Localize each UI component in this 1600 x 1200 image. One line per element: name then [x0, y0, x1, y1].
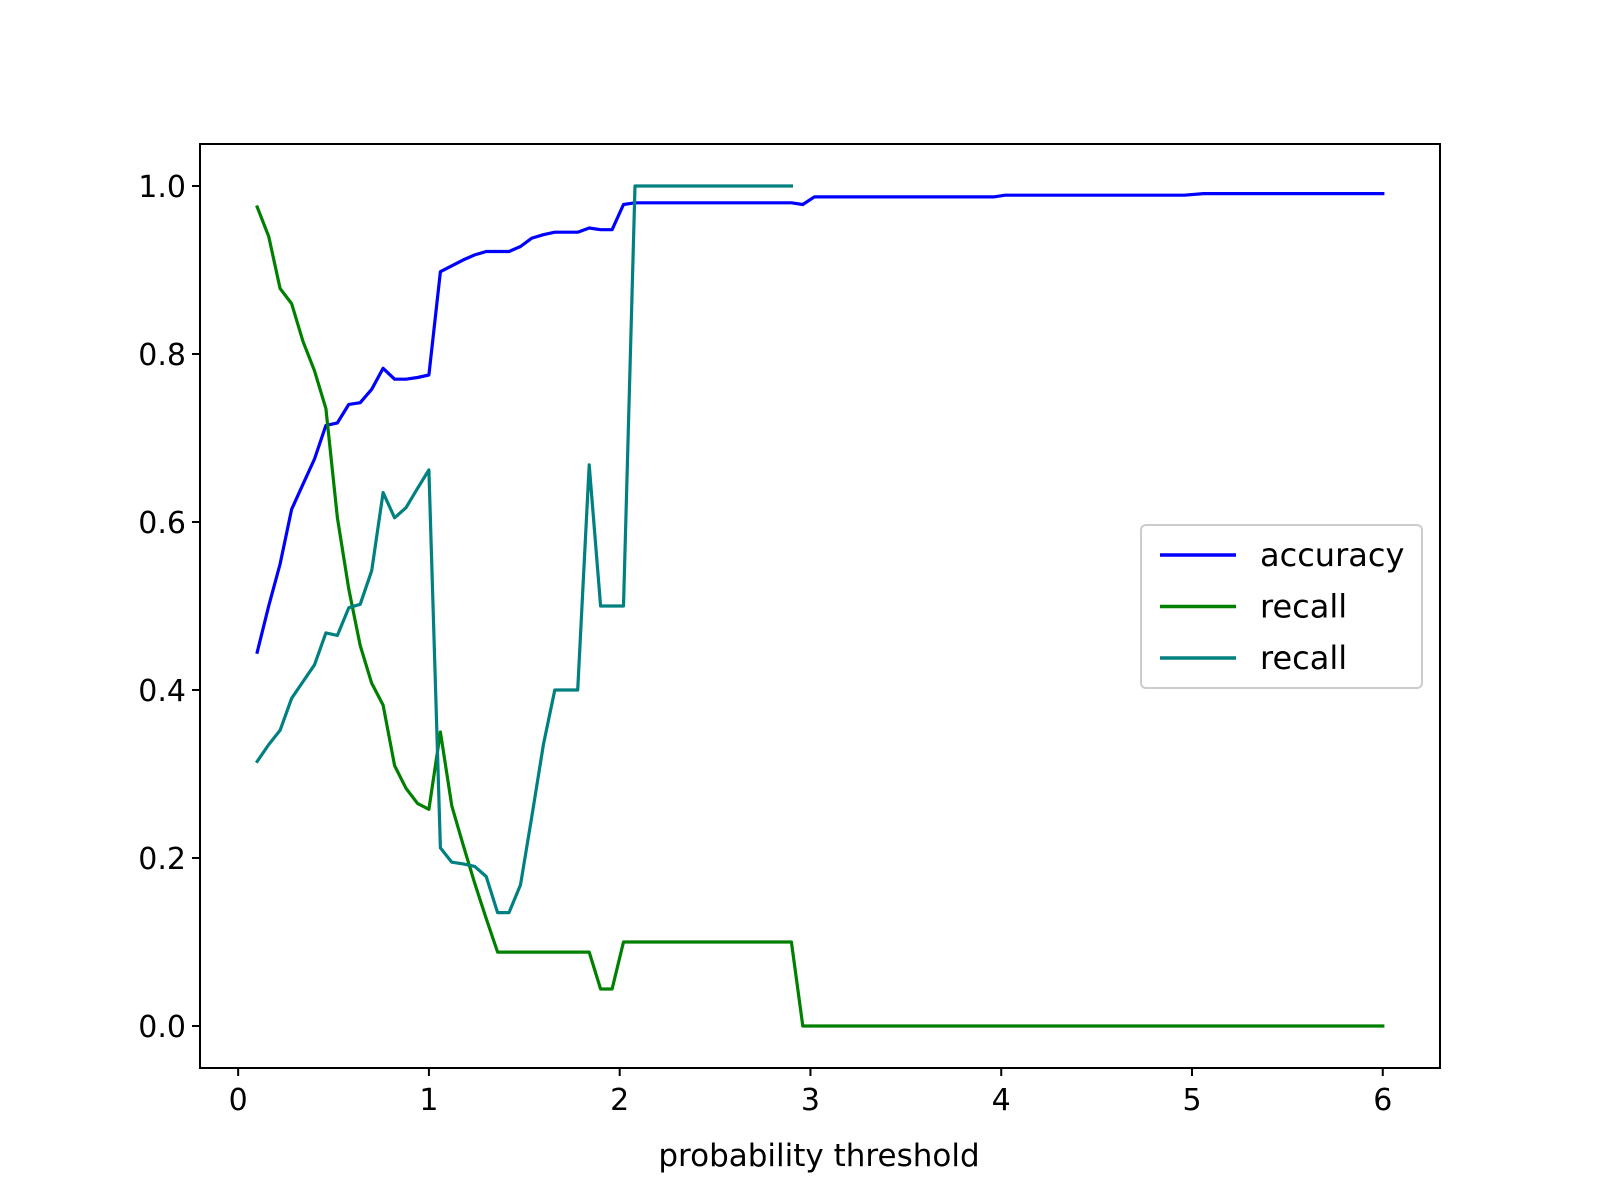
legend: accuracy recall recall: [1140, 524, 1423, 689]
plot-area-frame: [199, 143, 1441, 1069]
y-tick-label: 0.8: [138, 338, 186, 373]
legend-label-3: recall: [1260, 639, 1347, 677]
series-line-2: [255, 204, 1385, 1028]
x-tick-label: 4: [992, 1083, 1011, 1118]
series-layer: [254, 184, 1385, 1028]
y-tick-label: 0.4: [138, 674, 186, 709]
legend-label-2: recall: [1260, 588, 1347, 626]
legend-items: accuracy recall recall: [1160, 536, 1404, 677]
x-tick-label: 6: [1373, 1083, 1392, 1118]
x-tick-label: 1: [419, 1083, 438, 1118]
ticks-layer: 0 1 2 3 4 5 6 0.0 0.2 0.4 0.6 0.8 1.0: [138, 170, 1392, 1118]
y-tick-label: 0.2: [138, 842, 186, 877]
x-axis-label: probability threshold: [658, 1138, 979, 1174]
legend-frame: [1140, 524, 1423, 689]
series-line-1: [255, 192, 1385, 655]
legend-label-1: accuracy: [1260, 536, 1404, 574]
x-tick-label: 5: [1182, 1083, 1201, 1118]
y-tick-label: 0.6: [138, 506, 186, 541]
series-line-3: [254, 184, 794, 915]
x-tick-label: 3: [801, 1083, 820, 1118]
x-tick-label: 0: [229, 1083, 248, 1118]
y-tick-label: 1.0: [138, 170, 186, 205]
y-tick-label: 0.0: [138, 1010, 186, 1045]
x-tick-label: 2: [610, 1083, 629, 1118]
